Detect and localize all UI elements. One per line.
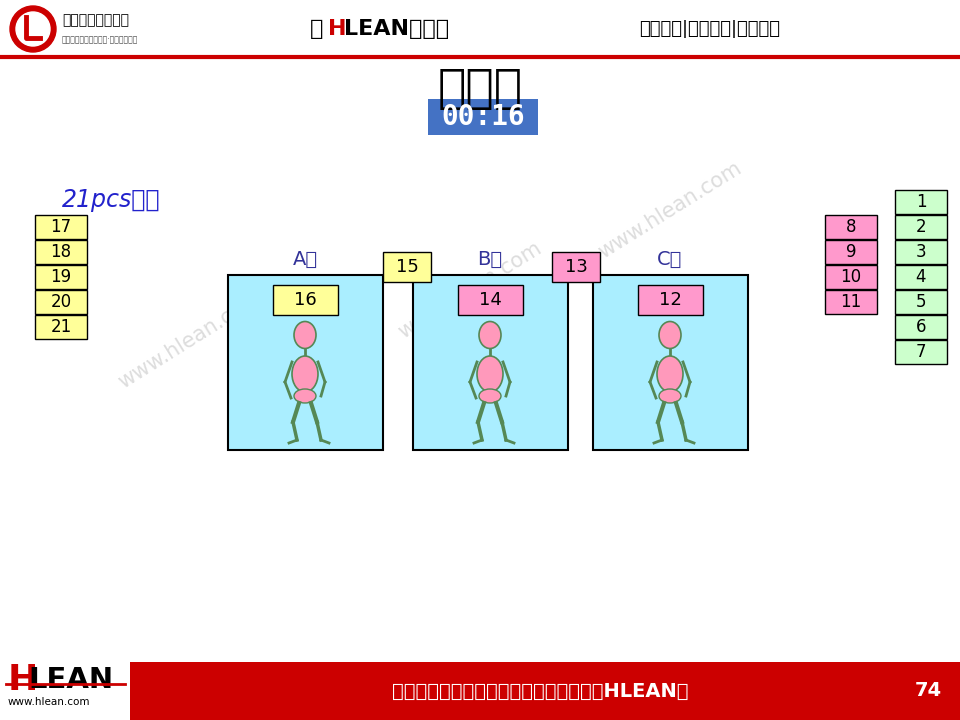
Text: B站: B站 bbox=[477, 250, 503, 269]
Text: 单件流: 单件流 bbox=[438, 68, 522, 112]
Bar bbox=[895, 215, 947, 239]
Text: 10: 10 bbox=[840, 268, 861, 286]
Bar bbox=[895, 290, 947, 314]
Text: 19: 19 bbox=[51, 268, 72, 286]
Bar bbox=[895, 340, 947, 364]
Bar bbox=[0, 0, 960, 57]
Ellipse shape bbox=[479, 389, 501, 403]
Text: 做行业标杆，找精弘益；要幸福高效，用HLEAN！: 做行业标杆，找精弘益；要幸福高效，用HLEAN！ bbox=[392, 682, 688, 701]
Ellipse shape bbox=[294, 389, 316, 403]
Bar bbox=[895, 240, 947, 264]
Bar bbox=[383, 252, 431, 282]
Bar bbox=[825, 290, 877, 314]
Text: 17: 17 bbox=[51, 218, 72, 236]
Ellipse shape bbox=[294, 322, 316, 348]
Ellipse shape bbox=[477, 356, 503, 392]
Text: 74: 74 bbox=[915, 682, 942, 701]
Text: 4: 4 bbox=[916, 268, 926, 286]
Text: 18: 18 bbox=[51, 243, 72, 261]
Bar bbox=[895, 315, 947, 339]
Text: 6: 6 bbox=[916, 318, 926, 336]
Text: 3: 3 bbox=[916, 243, 926, 261]
Text: C站: C站 bbox=[658, 250, 683, 269]
Bar bbox=[0, 57, 960, 662]
Bar bbox=[592, 275, 748, 450]
Text: www.hlean.com: www.hlean.com bbox=[395, 238, 545, 342]
Text: 2: 2 bbox=[916, 218, 926, 236]
Circle shape bbox=[10, 6, 56, 52]
Bar bbox=[35, 315, 87, 339]
Text: 15: 15 bbox=[396, 258, 419, 276]
Text: 21pcs产品: 21pcs产品 bbox=[62, 188, 160, 212]
Circle shape bbox=[16, 12, 50, 46]
Bar bbox=[428, 99, 538, 135]
Bar bbox=[273, 285, 338, 315]
Text: H: H bbox=[328, 19, 347, 39]
Bar bbox=[458, 285, 522, 315]
Text: 【: 【 bbox=[310, 19, 324, 39]
Text: 11: 11 bbox=[840, 293, 862, 311]
Text: 1: 1 bbox=[916, 193, 926, 211]
Bar bbox=[895, 265, 947, 289]
Text: 精益生产促进中心: 精益生产促进中心 bbox=[62, 13, 129, 27]
Text: 14: 14 bbox=[479, 291, 501, 309]
Bar bbox=[825, 240, 877, 264]
Text: A站: A站 bbox=[293, 250, 318, 269]
Bar bbox=[35, 215, 87, 239]
Text: 7: 7 bbox=[916, 343, 926, 361]
Text: 20: 20 bbox=[51, 293, 72, 311]
Bar bbox=[0, 662, 960, 720]
Bar bbox=[0, 662, 130, 720]
Bar bbox=[35, 290, 87, 314]
Text: 精益生产|智能制造|管理前沿: 精益生产|智能制造|管理前沿 bbox=[639, 20, 780, 38]
Ellipse shape bbox=[659, 322, 681, 348]
Bar bbox=[35, 265, 87, 289]
Bar bbox=[228, 275, 382, 450]
Text: 中国先进精益管理体系·智能制造系统: 中国先进精益管理体系·智能制造系统 bbox=[62, 35, 138, 45]
Ellipse shape bbox=[657, 356, 683, 392]
Bar bbox=[552, 252, 600, 282]
Text: www.hlean.com: www.hlean.com bbox=[115, 288, 265, 392]
Text: 16: 16 bbox=[294, 291, 317, 309]
Bar bbox=[825, 215, 877, 239]
Text: 5: 5 bbox=[916, 293, 926, 311]
Bar bbox=[413, 275, 567, 450]
Bar bbox=[825, 265, 877, 289]
Bar bbox=[895, 190, 947, 214]
Ellipse shape bbox=[292, 356, 318, 392]
Text: 13: 13 bbox=[564, 258, 588, 276]
Text: 12: 12 bbox=[659, 291, 682, 309]
Bar bbox=[35, 240, 87, 264]
Text: www.hlean.com: www.hlean.com bbox=[8, 697, 90, 707]
Ellipse shape bbox=[659, 389, 681, 403]
Text: LEAN学堂】: LEAN学堂】 bbox=[344, 19, 449, 39]
Text: 21: 21 bbox=[50, 318, 72, 336]
Text: www.hlean.com: www.hlean.com bbox=[595, 158, 745, 262]
Text: H: H bbox=[8, 663, 38, 697]
Text: 9: 9 bbox=[846, 243, 856, 261]
Text: 00:16: 00:16 bbox=[442, 103, 525, 131]
Text: 8: 8 bbox=[846, 218, 856, 236]
Bar bbox=[637, 285, 703, 315]
Ellipse shape bbox=[479, 322, 501, 348]
Text: LEAN: LEAN bbox=[28, 666, 113, 694]
